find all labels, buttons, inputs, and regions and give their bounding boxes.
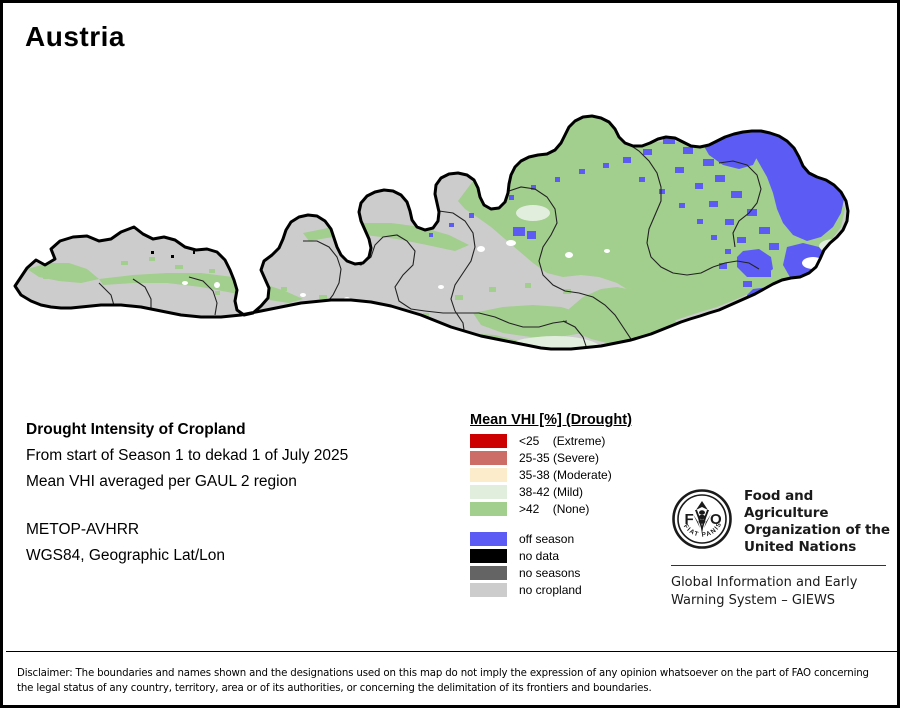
legend-swatch-extreme [470,433,507,448]
legend-label-severe: 25-35 (Severe) [519,450,600,465]
legend-title: Mean VHI [%] (Drought) [470,412,632,428]
description-heading: Drought Intensity of Cropland [26,421,246,438]
legend-label-off-season: off season [519,531,575,546]
legend-swatch-off-season [470,531,507,546]
legend-item-no-seasons[interactable]: no seasons [470,564,670,581]
legend-label-moderate: 35-38 (Moderate) [519,467,612,482]
austria-national-outline [13,114,850,351]
description-sensor: METOP-AVHRR [26,521,140,538]
fao-organization-name: Food and Agriculture Organization of the… [744,488,890,555]
layer-no-data [151,251,195,258]
legend-item-extreme[interactable]: <25 (Extreme) [470,432,670,449]
legend-item-none[interactable]: >42 (None) [470,500,670,517]
legend-label-none: >42 (None) [519,501,590,516]
disclaimer-divider [6,651,897,652]
cropland-styria-valley [473,305,591,337]
legend-swatch-no-seasons [470,565,507,580]
svg-text:F: F [685,511,694,528]
fao-divider [671,565,886,566]
legend-label-no-data: no data [519,548,560,563]
legend-swatch-none [470,501,507,516]
legend-swatch-no-cropland [470,582,507,597]
choropleth-map[interactable] [3,51,897,396]
legend-item-no-data[interactable]: no data [470,547,670,564]
legend-gap [470,517,670,530]
legend-swatch-no-data [470,548,507,563]
svg-text:O: O [710,511,722,528]
map-description: Drought Intensity of Cropland From start… [26,417,446,569]
legend-swatch-mild [470,484,507,499]
legend-label-mild: 38-42 (Mild) [519,484,584,499]
legend-item-no-cropland[interactable]: no cropland [470,581,670,598]
description-spacer [26,495,446,517]
map-legend: Mean VHI [%] (Drought) <25 (Extreme) 25-… [470,412,670,598]
fao-branding: F O FIAT P [671,488,893,610]
disclaimer-text: Disclaimer: The boundaries and names sho… [17,668,869,694]
legend-label-extreme: <25 (Extreme) [519,433,606,448]
austria-map-svg [3,51,897,396]
legend-swatch-severe [470,450,507,465]
legend-item-mild[interactable]: 38-42 (Mild) [470,483,670,500]
giews-system-name: Global Information and Early Warning Sys… [671,575,858,608]
legend-swatch-moderate [470,467,507,482]
cropland-speckles [43,257,775,341]
legend-item-severe[interactable]: 25-35 (Severe) [470,449,670,466]
page-title: Austria [25,21,125,52]
legend-item-moderate[interactable]: 35-38 (Moderate) [470,466,670,483]
legend-label-no-seasons: no seasons [519,565,581,580]
description-projection: WGS84, Geographic Lat/Lon [26,547,226,564]
description-aggregation: Mean VHI averaged per GAUL 2 region [26,473,297,490]
legend-label-no-cropland: no cropland [519,582,582,597]
fao-logo-icon: F O FIAT P [671,488,733,555]
description-period: From start of Season 1 to dekad 1 of Jul… [26,447,349,464]
mild-patch-north [516,205,550,221]
legend-item-off-season[interactable]: off season [470,530,670,547]
